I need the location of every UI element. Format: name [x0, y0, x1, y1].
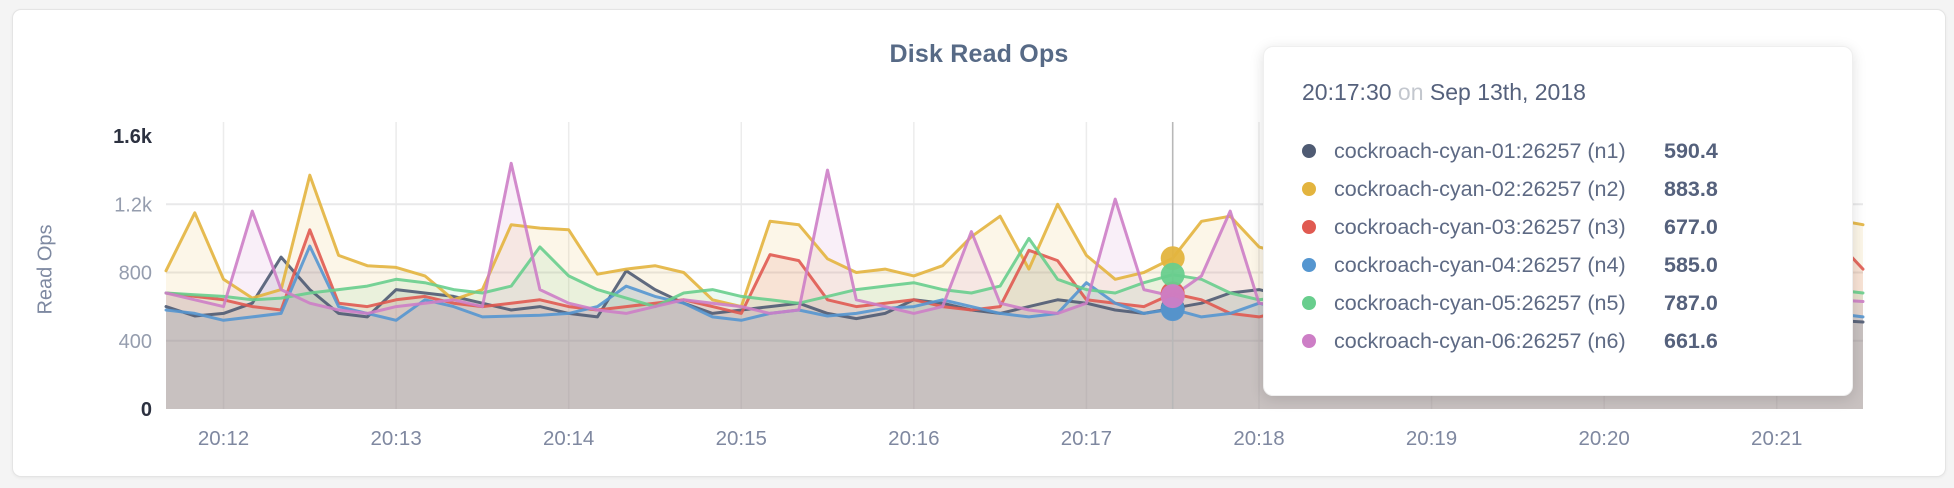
series-name: cockroach-cyan-04:26257 (n4)	[1334, 252, 1626, 277]
series-value: 677.0	[1664, 214, 1718, 239]
x-axis-tick-label: 20:16	[888, 427, 939, 450]
series-name: cockroach-cyan-01:26257 (n1)	[1334, 138, 1626, 163]
x-axis-tick-label: 20:18	[1233, 427, 1284, 450]
chart-card: Disk Read Ops Read Ops 0 400 800 1.2k 1.6k 20…	[12, 9, 1946, 477]
series-color-dot	[1302, 296, 1316, 310]
tooltip-date: Sep 13th, 2018	[1429, 79, 1586, 105]
series-name: cockroach-cyan-02:26257 (n2)	[1334, 176, 1626, 201]
x-axis-tick-label: 20:19	[1406, 427, 1457, 450]
series-name: cockroach-cyan-05:26257 (n5)	[1334, 290, 1626, 315]
series-value: 590.4	[1664, 138, 1718, 163]
tooltip-row: cockroach-cyan-05:26257 (n5) 787.0	[1302, 284, 1816, 322]
tooltip-preposition: on	[1397, 79, 1424, 105]
series-color-dot	[1302, 182, 1316, 196]
tooltip-row: cockroach-cyan-03:26257 (n3) 677.0	[1302, 208, 1816, 246]
series-value: 787.0	[1664, 290, 1718, 315]
chart-tooltip: 20:17:30 on Sep 13th, 2018 cockroach-cya…	[1263, 46, 1853, 396]
series-color-dot	[1302, 144, 1316, 158]
series-value: 585.0	[1664, 252, 1718, 277]
y-axis-tick-label: 1.2k	[114, 194, 153, 216]
series-name: cockroach-cyan-06:26257 (n6)	[1334, 328, 1626, 353]
series-color-dot	[1302, 258, 1316, 272]
y-axis-tick-label: 800	[119, 263, 152, 285]
tooltip-row: cockroach-cyan-02:26257 (n2) 883.8	[1302, 170, 1816, 208]
x-axis-tick-label: 20:20	[1578, 427, 1629, 450]
y-axis-tick-label: 400	[119, 331, 152, 353]
tooltip-header: 20:17:30 on Sep 13th, 2018	[1302, 79, 1816, 106]
y-axis-tick-label: 1.6k	[113, 126, 153, 148]
series-value: 883.8	[1664, 176, 1718, 201]
y-axis-tick-label: 0	[141, 399, 152, 421]
tooltip-row: cockroach-cyan-01:26257 (n1) 590.4	[1302, 132, 1816, 170]
x-axis-tick-label: 20:21	[1751, 427, 1802, 450]
series-color-dot	[1302, 220, 1316, 234]
chart-title: Disk Read Ops	[889, 40, 1069, 68]
series-color-dot	[1302, 334, 1316, 348]
tooltip-row: cockroach-cyan-06:26257 (n6) 661.6	[1302, 322, 1816, 360]
tooltip-time: 20:17:30	[1302, 79, 1392, 105]
series-value: 661.6	[1664, 328, 1718, 353]
x-axis-tick-label: 20:12	[198, 427, 249, 450]
x-axis-tick-label: 20:14	[543, 427, 594, 450]
x-axis-tick-label: 20:15	[716, 427, 767, 450]
tooltip-row: cockroach-cyan-04:26257 (n4) 585.0	[1302, 246, 1816, 284]
x-axis-tick-label: 20:13	[370, 427, 421, 450]
x-axis-tick-label: 20:17	[1061, 427, 1112, 450]
series-name: cockroach-cyan-03:26257 (n3)	[1334, 214, 1626, 239]
hover-point[interactable]	[1160, 284, 1185, 309]
hover-point[interactable]	[1160, 246, 1185, 271]
hover-point[interactable]	[1160, 262, 1185, 287]
